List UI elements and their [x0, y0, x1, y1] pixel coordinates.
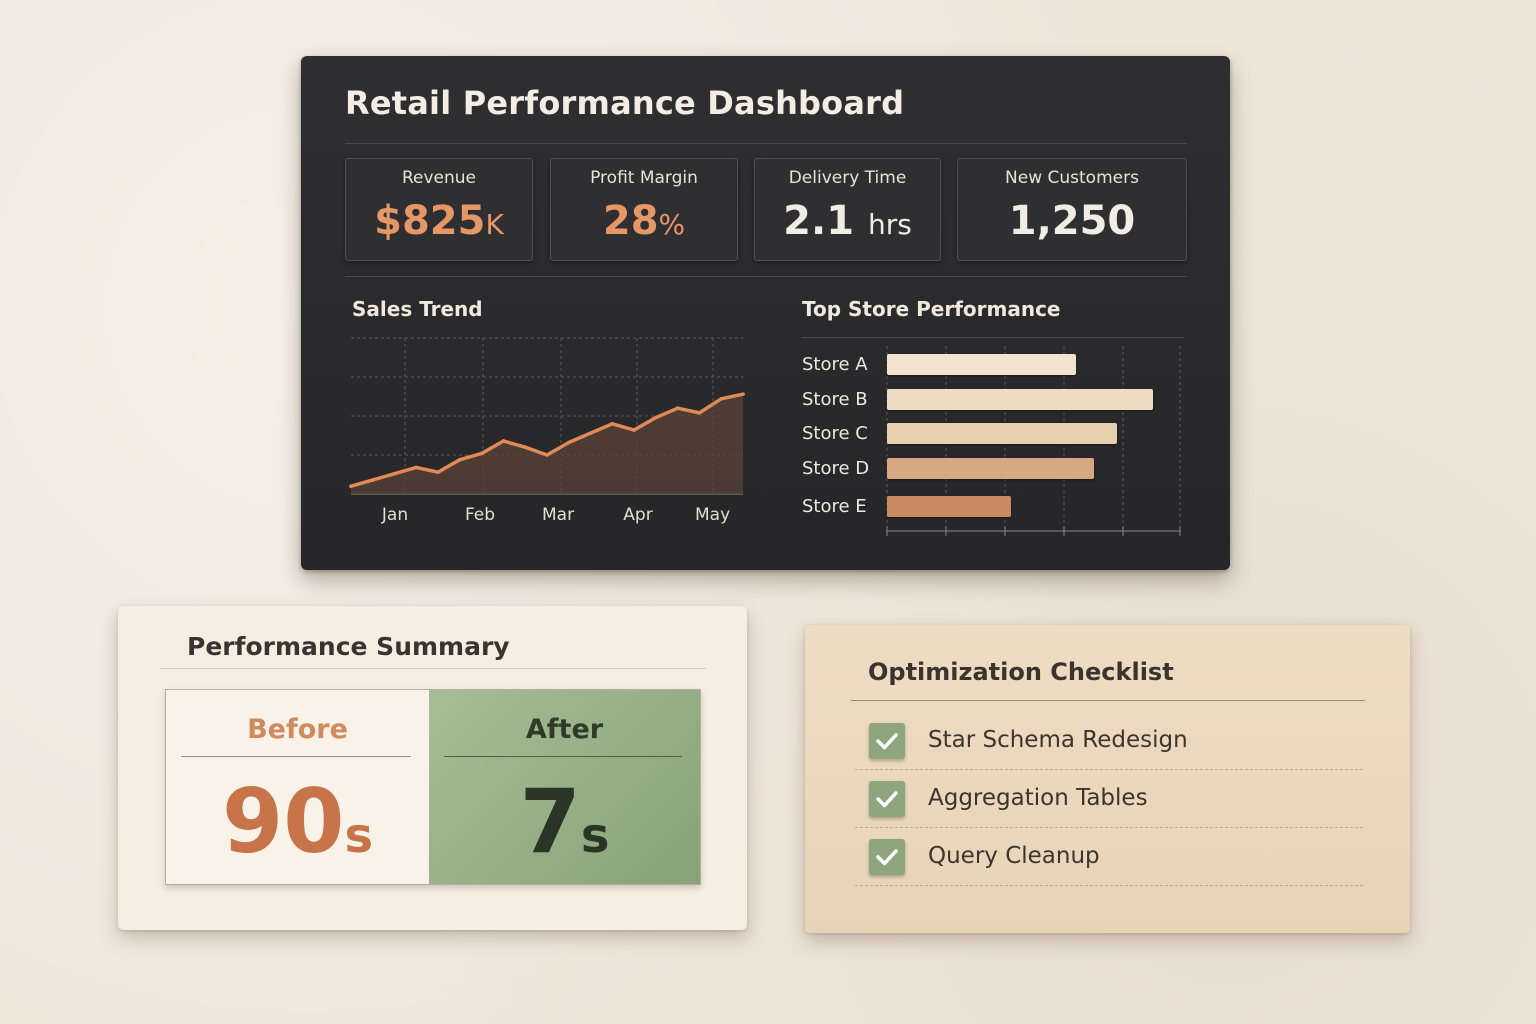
data-point: [414, 465, 419, 470]
store-label: Store D: [802, 458, 870, 479]
store-bar[interactable]: [887, 496, 1011, 517]
performance-summary-card: Performance Summary Before 90s After 7s: [118, 606, 747, 930]
data-point: [349, 484, 353, 488]
data-point: [741, 392, 745, 396]
before-after-panel: Before 90s After 7s: [165, 689, 701, 885]
retail-dashboard-card: Retail Performance Dashboard Revenue $82…: [301, 56, 1230, 570]
checklist-item[interactable]: Star Schema Redesign: [855, 723, 1363, 781]
store-bar[interactable]: [887, 458, 1094, 479]
kpi-value: 2.1 hrs: [783, 198, 912, 244]
x-tick-label: Feb: [464, 505, 496, 525]
store-label: Store A: [802, 354, 868, 375]
data-point: [501, 439, 506, 443]
kpi-value: $825K: [374, 198, 504, 244]
data-point: [523, 445, 528, 449]
before-panel: Before 90s: [166, 690, 429, 884]
kpi-value: 28%: [602, 198, 686, 244]
data-point: [392, 471, 397, 476]
kpi-card-delivery-time[interactable]: Delivery Time 2.1 hrs: [754, 158, 941, 261]
kpi-label: Delivery Time: [788, 168, 907, 188]
sales-trend-chart: [349, 337, 745, 495]
store-divider: [802, 337, 1184, 338]
checklist-title: Optimization Checklist: [868, 658, 1174, 686]
checklist-item-label: Query Cleanup: [928, 843, 1100, 869]
sales-trend-title: Sales Trend: [352, 297, 483, 321]
x-tick-label: Mar: [542, 505, 575, 525]
kpi-value: 1,250: [1008, 198, 1136, 244]
checklist-item-label: Aggregation Tables: [928, 785, 1148, 811]
kpi-card-new-customers[interactable]: New Customers 1,250: [957, 158, 1187, 261]
dashboard-title: Retail Performance Dashboard: [345, 84, 905, 122]
before-value: 90s: [221, 770, 374, 873]
checklist-divider: [851, 700, 1365, 701]
kpi-label: Profit Margin: [590, 168, 698, 188]
store-bar[interactable]: [887, 423, 1117, 444]
top-store-title: Top Store Performance: [802, 297, 1061, 321]
row-divider: [855, 827, 1363, 828]
data-point: [566, 440, 571, 445]
kpi-label: New Customers: [1005, 168, 1139, 188]
kpi-label: Revenue: [401, 168, 477, 188]
kpi-card-revenue[interactable]: Revenue $825K: [345, 158, 533, 261]
data-point: [436, 470, 440, 474]
checklist-item[interactable]: Aggregation Tables: [855, 781, 1363, 839]
data-point: [458, 457, 462, 462]
after-label: After: [525, 714, 604, 745]
data-point: [632, 428, 636, 432]
data-point: [370, 478, 375, 482]
kpi-card-profit-margin[interactable]: Profit Margin 28%: [550, 158, 738, 261]
store-label: Store C: [802, 423, 868, 444]
store-bar[interactable]: [887, 354, 1076, 375]
after-panel: After 7s: [429, 690, 700, 884]
x-tick-label: Jan: [381, 505, 409, 525]
data-point: [610, 422, 615, 426]
row-divider: [855, 769, 1363, 770]
store-bar[interactable]: [887, 389, 1153, 410]
optimization-checklist-card: Optimization Checklist Star Schema Redes…: [805, 625, 1410, 933]
data-point: [545, 453, 549, 457]
data-point: [654, 415, 658, 420]
checkbox-checked-icon[interactable]: [869, 723, 905, 759]
data-point: [588, 431, 593, 435]
checklist-item[interactable]: Query Cleanup: [855, 839, 1363, 897]
checkbox-checked-icon[interactable]: [869, 781, 905, 817]
kpi-divider: [345, 276, 1187, 277]
summary-divider: [160, 668, 706, 669]
store-label: Store E: [802, 496, 867, 517]
x-tick-label: May: [695, 505, 731, 525]
store-label: Store B: [802, 389, 868, 410]
checkbox-checked-icon[interactable]: [869, 839, 905, 875]
checklist-item-label: Star Schema Redesign: [928, 727, 1188, 753]
row-divider: [855, 885, 1363, 886]
before-label: Before: [247, 714, 348, 745]
data-point: [697, 411, 702, 415]
after-value: 7s: [519, 770, 610, 873]
data-point: [479, 451, 484, 456]
data-point: [675, 406, 680, 410]
sales-trend-area: [351, 394, 743, 494]
summary-title: Performance Summary: [187, 632, 510, 661]
after-divider: [444, 756, 682, 757]
title-divider: [345, 143, 1187, 144]
x-tick-label: Apr: [623, 505, 653, 525]
before-divider: [181, 756, 411, 757]
data-point: [719, 397, 724, 401]
